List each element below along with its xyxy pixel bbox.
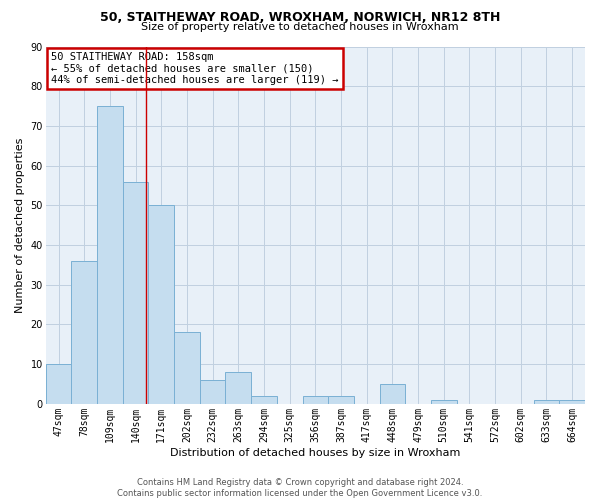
Text: Contains HM Land Registry data © Crown copyright and database right 2024.
Contai: Contains HM Land Registry data © Crown c… [118,478,482,498]
Bar [148,206,174,404]
Text: Size of property relative to detached houses in Wroxham: Size of property relative to detached ho… [141,22,459,32]
Bar [251,396,277,404]
Bar [559,400,585,404]
Bar [46,364,71,404]
Bar [174,332,200,404]
Bar [97,106,123,404]
Text: 50 STAITHEWAY ROAD: 158sqm
← 55% of detached houses are smaller (150)
44% of sem: 50 STAITHEWAY ROAD: 158sqm ← 55% of deta… [51,52,338,85]
Bar [123,182,148,404]
Y-axis label: Number of detached properties: Number of detached properties [15,138,25,313]
Bar [302,396,328,404]
Text: 50, STAITHEWAY ROAD, WROXHAM, NORWICH, NR12 8TH: 50, STAITHEWAY ROAD, WROXHAM, NORWICH, N… [100,11,500,24]
Bar [200,380,226,404]
Bar [226,372,251,404]
Bar [71,261,97,404]
Bar [431,400,457,404]
Bar [328,396,354,404]
Bar [380,384,405,404]
X-axis label: Distribution of detached houses by size in Wroxham: Distribution of detached houses by size … [170,448,461,458]
Bar [533,400,559,404]
